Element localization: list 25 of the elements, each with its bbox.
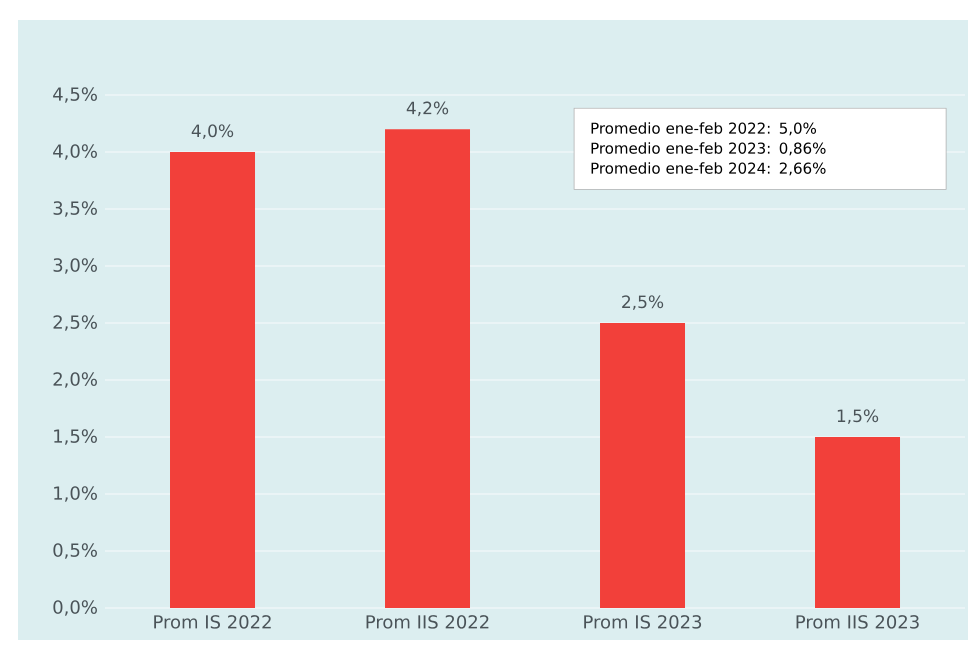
y-tick-label: 4,0%: [53, 144, 97, 160]
data-label: 2,5%: [622, 295, 664, 310]
x-tick-label: Prom IIS 2022: [366, 615, 488, 629]
x-tick-label: Prom IS 2022: [154, 615, 271, 629]
y-tick-label: 1,0%: [54, 486, 97, 502]
y-tick-label: 2,0%: [54, 372, 97, 388]
annotation: Promedio ene-feb 2022: 5,0%: [592, 122, 816, 136]
bar: [815, 437, 900, 608]
y-tick-label: 4,5%: [53, 87, 97, 103]
annotation: Promedio ene-feb 2024: 2,66%: [592, 162, 826, 176]
y-tick-label: 1,5%: [54, 429, 97, 445]
bar: [385, 129, 470, 608]
data-label: 4,2%: [406, 102, 448, 116]
y-tick-label: 2,5%: [54, 315, 97, 331]
x-tick-label: Prom IS 2023: [584, 615, 702, 629]
y-tick-label: 0,0%: [53, 600, 97, 616]
bar: [170, 152, 256, 608]
data-label: 4,0%: [192, 124, 234, 139]
y-tick-label: 3,0%: [54, 258, 97, 274]
bar: [600, 323, 686, 608]
y-tick-label: 3,5%: [54, 201, 97, 217]
annotation: Promedio ene-feb 2023: 0,86%: [592, 142, 826, 156]
data-label: 1,5%: [838, 409, 878, 424]
y-tick-label: 0,5%: [53, 543, 97, 559]
x-tick-label: Prom IIS 2023: [796, 615, 919, 629]
